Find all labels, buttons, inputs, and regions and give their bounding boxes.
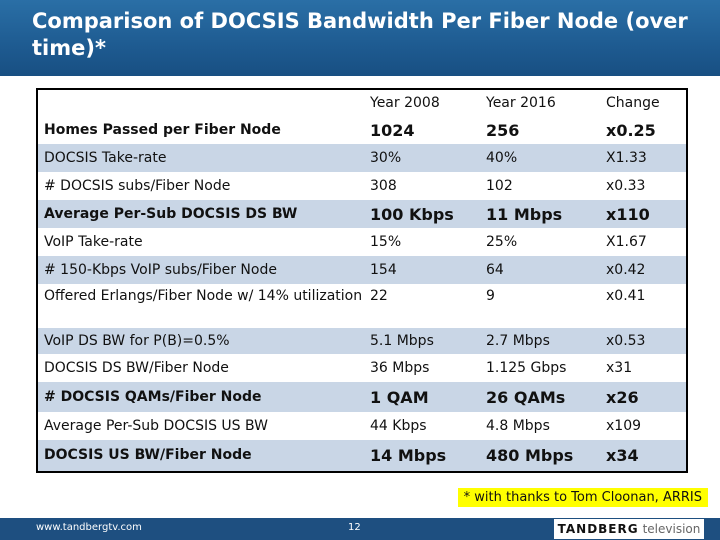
table-row: # DOCSIS subs/Fiber Node 308 102 x0.33 bbox=[38, 172, 686, 200]
slide-title: Comparison of DOCSIS Bandwidth Per Fiber… bbox=[32, 9, 688, 60]
row-value-2008: 14 Mbps bbox=[370, 446, 447, 465]
row-value-2016: 26 QAMs bbox=[486, 387, 566, 407]
row-change: x110 bbox=[606, 204, 650, 224]
header-cell-label bbox=[44, 90, 364, 116]
row-change: x0.33 bbox=[606, 178, 646, 194]
row-value-2016: 9 bbox=[486, 288, 495, 304]
row-value-2008: 44 Kbps bbox=[370, 418, 427, 434]
row-change: x0.53 bbox=[606, 333, 646, 349]
row-label: DOCSIS US BW/Fiber Node bbox=[44, 447, 252, 463]
row-label: # 150-Kbps VoIP subs/Fiber Node bbox=[44, 261, 277, 278]
row-value-2008: 15% bbox=[370, 234, 402, 250]
comparison-table: Year 2008 Year 2016 Change Homes Passed … bbox=[36, 88, 688, 473]
row-value-2016: 64 bbox=[486, 262, 504, 278]
row-value-2016: 25% bbox=[486, 234, 518, 250]
page-number: 12 bbox=[348, 522, 361, 533]
row-value-2008: 154 bbox=[370, 262, 397, 278]
table-header-row: Year 2008 Year 2016 Change bbox=[38, 90, 686, 116]
title-bar: Comparison of DOCSIS Bandwidth Per Fiber… bbox=[0, 0, 720, 76]
row-value-2016: 1.125 Gbps bbox=[486, 360, 567, 376]
row-value-2008: 36 Mbps bbox=[370, 360, 430, 376]
row-label: # DOCSIS QAMs/Fiber Node bbox=[44, 388, 262, 405]
header-cell-year-2008: Year 2008 bbox=[370, 95, 440, 111]
row-change: x0.42 bbox=[606, 262, 646, 278]
row-change: x0.25 bbox=[606, 120, 656, 140]
row-change: x0.41 bbox=[606, 288, 646, 304]
row-value-2008: 5.1 Mbps bbox=[370, 333, 434, 349]
row-change: x109 bbox=[606, 418, 642, 434]
row-value-2008: 30% bbox=[370, 150, 402, 166]
row-label: Homes Passed per Fiber Node bbox=[44, 121, 281, 138]
row-label: Average Per-Sub DOCSIS US BW bbox=[44, 417, 268, 434]
row-value-2008: 1024 bbox=[370, 120, 415, 140]
row-label: DOCSIS Take-rate bbox=[44, 149, 167, 166]
row-change: x26 bbox=[606, 387, 639, 407]
row-value-2016: 102 bbox=[486, 178, 513, 194]
table-row: Average Per-Sub DOCSIS DS BW 100 Kbps 11… bbox=[38, 200, 686, 228]
row-value-2016: 2.7 Mbps bbox=[486, 333, 550, 349]
row-change: x31 bbox=[606, 360, 633, 376]
table-row: DOCSIS US BW/Fiber Node 14 Mbps 480 Mbps… bbox=[38, 440, 686, 471]
row-value-2016: 4.8 Mbps bbox=[486, 418, 550, 434]
row-change: X1.67 bbox=[606, 234, 647, 250]
header-cell-change: Change bbox=[606, 95, 660, 111]
row-label: Average Per-Sub DOCSIS DS BW bbox=[44, 205, 298, 222]
row-value-2016: 480 Mbps bbox=[486, 446, 574, 465]
logo-main-text: TANDBERG bbox=[557, 522, 639, 536]
table-row: # DOCSIS QAMs/Fiber Node 1 QAM 26 QAMs x… bbox=[38, 382, 686, 412]
row-label: # DOCSIS subs/Fiber Node bbox=[44, 177, 231, 194]
table-row: VoIP DS BW for P(B)=0.5% 5.1 Mbps 2.7 Mb… bbox=[38, 328, 686, 354]
row-change: x34 bbox=[606, 446, 639, 465]
footnote: * with thanks to Tom Cloonan, ARRIS bbox=[457, 488, 708, 507]
company-logo: TANDBERG television bbox=[554, 519, 704, 539]
logo-sub-text: television bbox=[642, 522, 701, 536]
row-value-2008: 100 Kbps bbox=[370, 204, 454, 224]
table-row: Offered Erlangs/Fiber Node w/ 14% utiliz… bbox=[38, 284, 686, 328]
table-row: # 150-Kbps VoIP subs/Fiber Node 154 64 x… bbox=[38, 256, 686, 284]
header-cell-year-2016: Year 2016 bbox=[486, 95, 556, 111]
row-value-2016: 40% bbox=[486, 150, 518, 166]
row-value-2008: 1 QAM bbox=[370, 387, 429, 407]
row-value-2008: 308 bbox=[370, 178, 397, 194]
row-value-2016: 256 bbox=[486, 120, 520, 140]
row-label: VoIP DS BW for P(B)=0.5% bbox=[44, 332, 230, 349]
table-row: VoIP Take-rate 15% 25% X1.67 bbox=[38, 228, 686, 256]
footer-bar: www.tandbergtv.com 12 TANDBERG televisio… bbox=[0, 518, 720, 540]
row-value-2008: 22 bbox=[370, 288, 388, 304]
row-label: Offered Erlangs/Fiber Node w/ 14% utiliz… bbox=[44, 288, 363, 304]
row-change: X1.33 bbox=[606, 150, 647, 166]
footer-url: www.tandbergtv.com bbox=[36, 522, 142, 533]
row-label: VoIP Take-rate bbox=[44, 233, 143, 250]
row-value-2016: 11 Mbps bbox=[486, 204, 563, 224]
row-label: DOCSIS DS BW/Fiber Node bbox=[44, 359, 229, 376]
table-row: DOCSIS Take-rate 30% 40% X1.33 bbox=[38, 144, 686, 172]
table-row: DOCSIS DS BW/Fiber Node 36 Mbps 1.125 Gb… bbox=[38, 354, 686, 382]
table-row: Homes Passed per Fiber Node 1024 256 x0.… bbox=[38, 116, 686, 144]
table-row: Average Per-Sub DOCSIS US BW 44 Kbps 4.8… bbox=[38, 412, 686, 440]
